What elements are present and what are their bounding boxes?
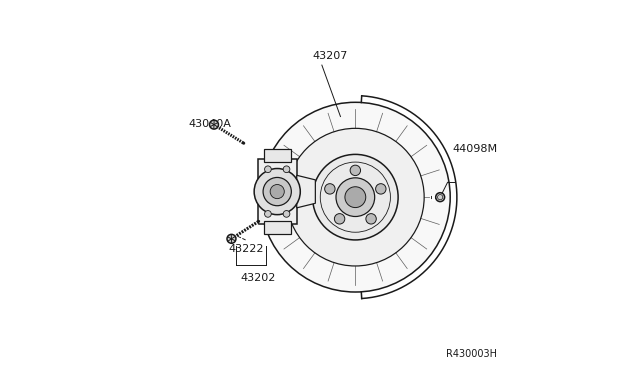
FancyBboxPatch shape [258,159,297,224]
Text: 43040A: 43040A [188,119,231,128]
Ellipse shape [264,211,271,217]
FancyBboxPatch shape [264,221,291,234]
Ellipse shape [283,166,290,173]
Ellipse shape [312,154,398,240]
Ellipse shape [283,211,290,217]
Ellipse shape [227,234,236,243]
Ellipse shape [336,178,374,217]
Text: R430003H: R430003H [445,349,497,359]
Ellipse shape [366,214,376,224]
Ellipse shape [260,102,450,292]
Ellipse shape [209,120,218,129]
Text: 43222: 43222 [229,244,264,254]
Ellipse shape [324,184,335,194]
Ellipse shape [436,193,445,202]
Ellipse shape [345,187,365,208]
Text: 43202: 43202 [240,273,275,283]
Ellipse shape [350,165,360,176]
Text: 44098M: 44098M [452,144,497,154]
Ellipse shape [263,177,291,206]
FancyBboxPatch shape [264,149,291,163]
Polygon shape [297,175,316,208]
Ellipse shape [270,185,284,199]
Text: 43207: 43207 [312,51,348,61]
Ellipse shape [264,166,271,173]
Ellipse shape [376,184,386,194]
Ellipse shape [287,128,424,266]
Ellipse shape [254,169,300,215]
Ellipse shape [334,214,345,224]
